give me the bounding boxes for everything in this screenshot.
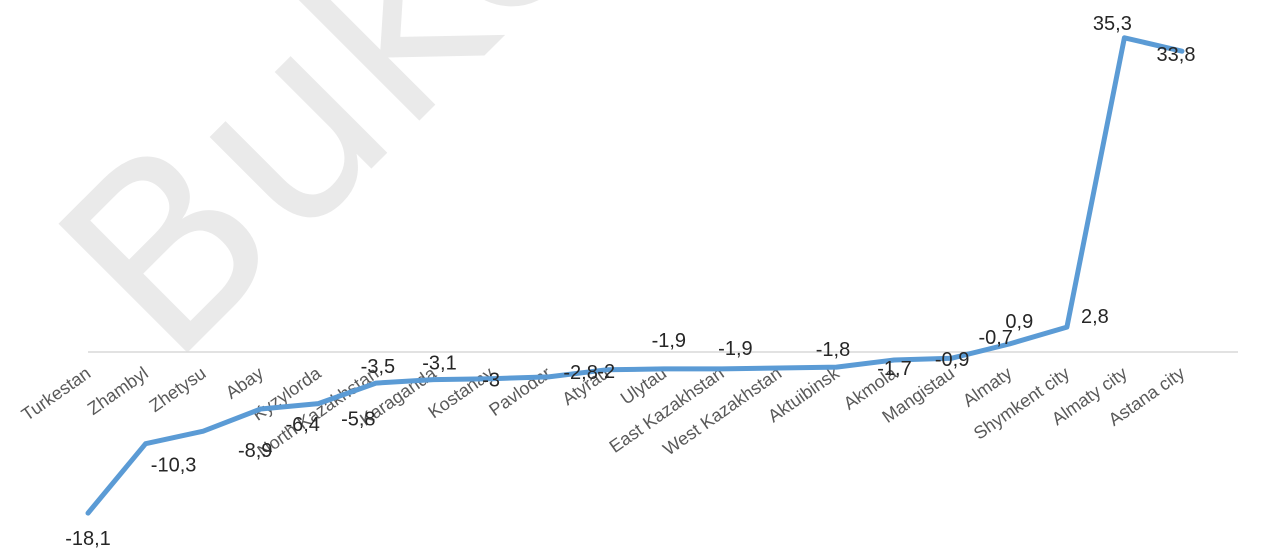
series-line [85,35,1185,516]
data-label: 2,8 [1081,306,1109,328]
data-label: 0,9 [1005,311,1033,333]
data-label: -1,8 [816,339,850,361]
data-label: -6,4 [285,414,319,436]
data-label: -0,7 [978,327,1012,349]
data-label: -5,8 [341,409,375,431]
data-label: 35,3 [1093,13,1132,35]
data-label: -3,5 [361,356,395,378]
data-label: -3,1 [422,353,456,375]
category-label: Zhambyl [84,363,152,419]
data-label: -0,9 [935,349,969,371]
data-label: -1,9 [652,330,686,352]
data-label: -1,7 [877,358,911,380]
data-label: -1,9 [718,338,752,360]
category-label: Turkestan [18,363,94,425]
data-label: 33,8 [1157,44,1196,66]
data-label: -18,1 [65,528,111,549]
watermark-text: Buketov [6,0,932,412]
data-label: -2 [597,361,615,383]
data-labels: -18,1 -10,3 -8,9 -6,4 -5,8 -3,5 -3,1 -3 -2,8 -2 -1… [65,13,1195,549]
data-label: -2,8 [563,362,597,384]
data-label: -10,3 [151,455,197,477]
data-label: -3 [482,370,500,392]
data-label: -8,9 [238,440,272,462]
